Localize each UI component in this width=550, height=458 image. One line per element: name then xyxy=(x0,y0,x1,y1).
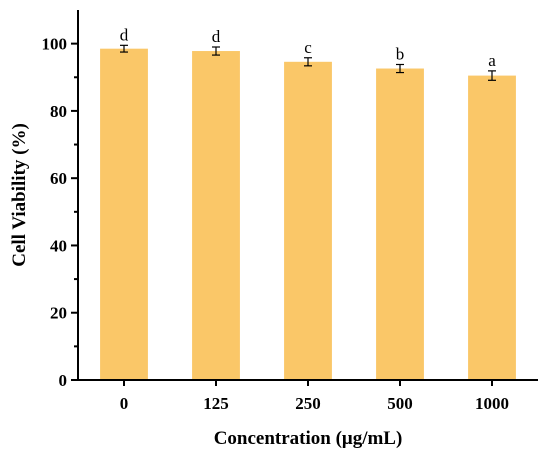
y-axis-title: Cell Viability (%) xyxy=(9,123,30,267)
x-axis-ticks: 0 125 250 500 1000 xyxy=(120,380,509,413)
error-bar-125 xyxy=(212,46,220,56)
significance-label-500: b xyxy=(396,44,405,63)
bar-500 xyxy=(376,68,424,380)
error-bar-250 xyxy=(304,57,312,67)
x-axis-title: Concentration (μg/mL) xyxy=(214,428,403,449)
error-bar-500 xyxy=(396,63,404,74)
y-tick-label: 60 xyxy=(50,169,67,188)
x-tick-label: 500 xyxy=(387,394,413,413)
bars-group xyxy=(100,48,516,381)
y-tick-label: 80 xyxy=(50,102,67,121)
bar-250 xyxy=(284,61,332,381)
x-tick-label: 250 xyxy=(295,394,321,413)
y-tick-label: 40 xyxy=(50,236,67,255)
y-axis-ticks: 0 20 40 60 80 100 xyxy=(42,35,78,390)
x-tick-label: 125 xyxy=(203,394,229,413)
y-tick-label: 0 xyxy=(59,371,68,390)
x-tick-label: 0 xyxy=(120,394,129,413)
significance-label-250: c xyxy=(304,38,312,57)
bar-1000 xyxy=(468,75,516,380)
y-tick-label: 20 xyxy=(50,304,67,323)
error-bar-0 xyxy=(120,44,128,53)
significance-label-1000: a xyxy=(488,51,496,70)
bar-125 xyxy=(192,51,240,380)
x-tick-label: 1000 xyxy=(475,394,509,413)
y-tick-label: 100 xyxy=(42,35,68,54)
significance-labels-group: d d c b a xyxy=(120,25,496,70)
bar-0 xyxy=(100,48,148,380)
error-bars-group xyxy=(120,44,496,81)
significance-label-0: d xyxy=(120,25,129,44)
error-bar-1000 xyxy=(488,70,496,81)
significance-label-125: d xyxy=(212,27,221,46)
